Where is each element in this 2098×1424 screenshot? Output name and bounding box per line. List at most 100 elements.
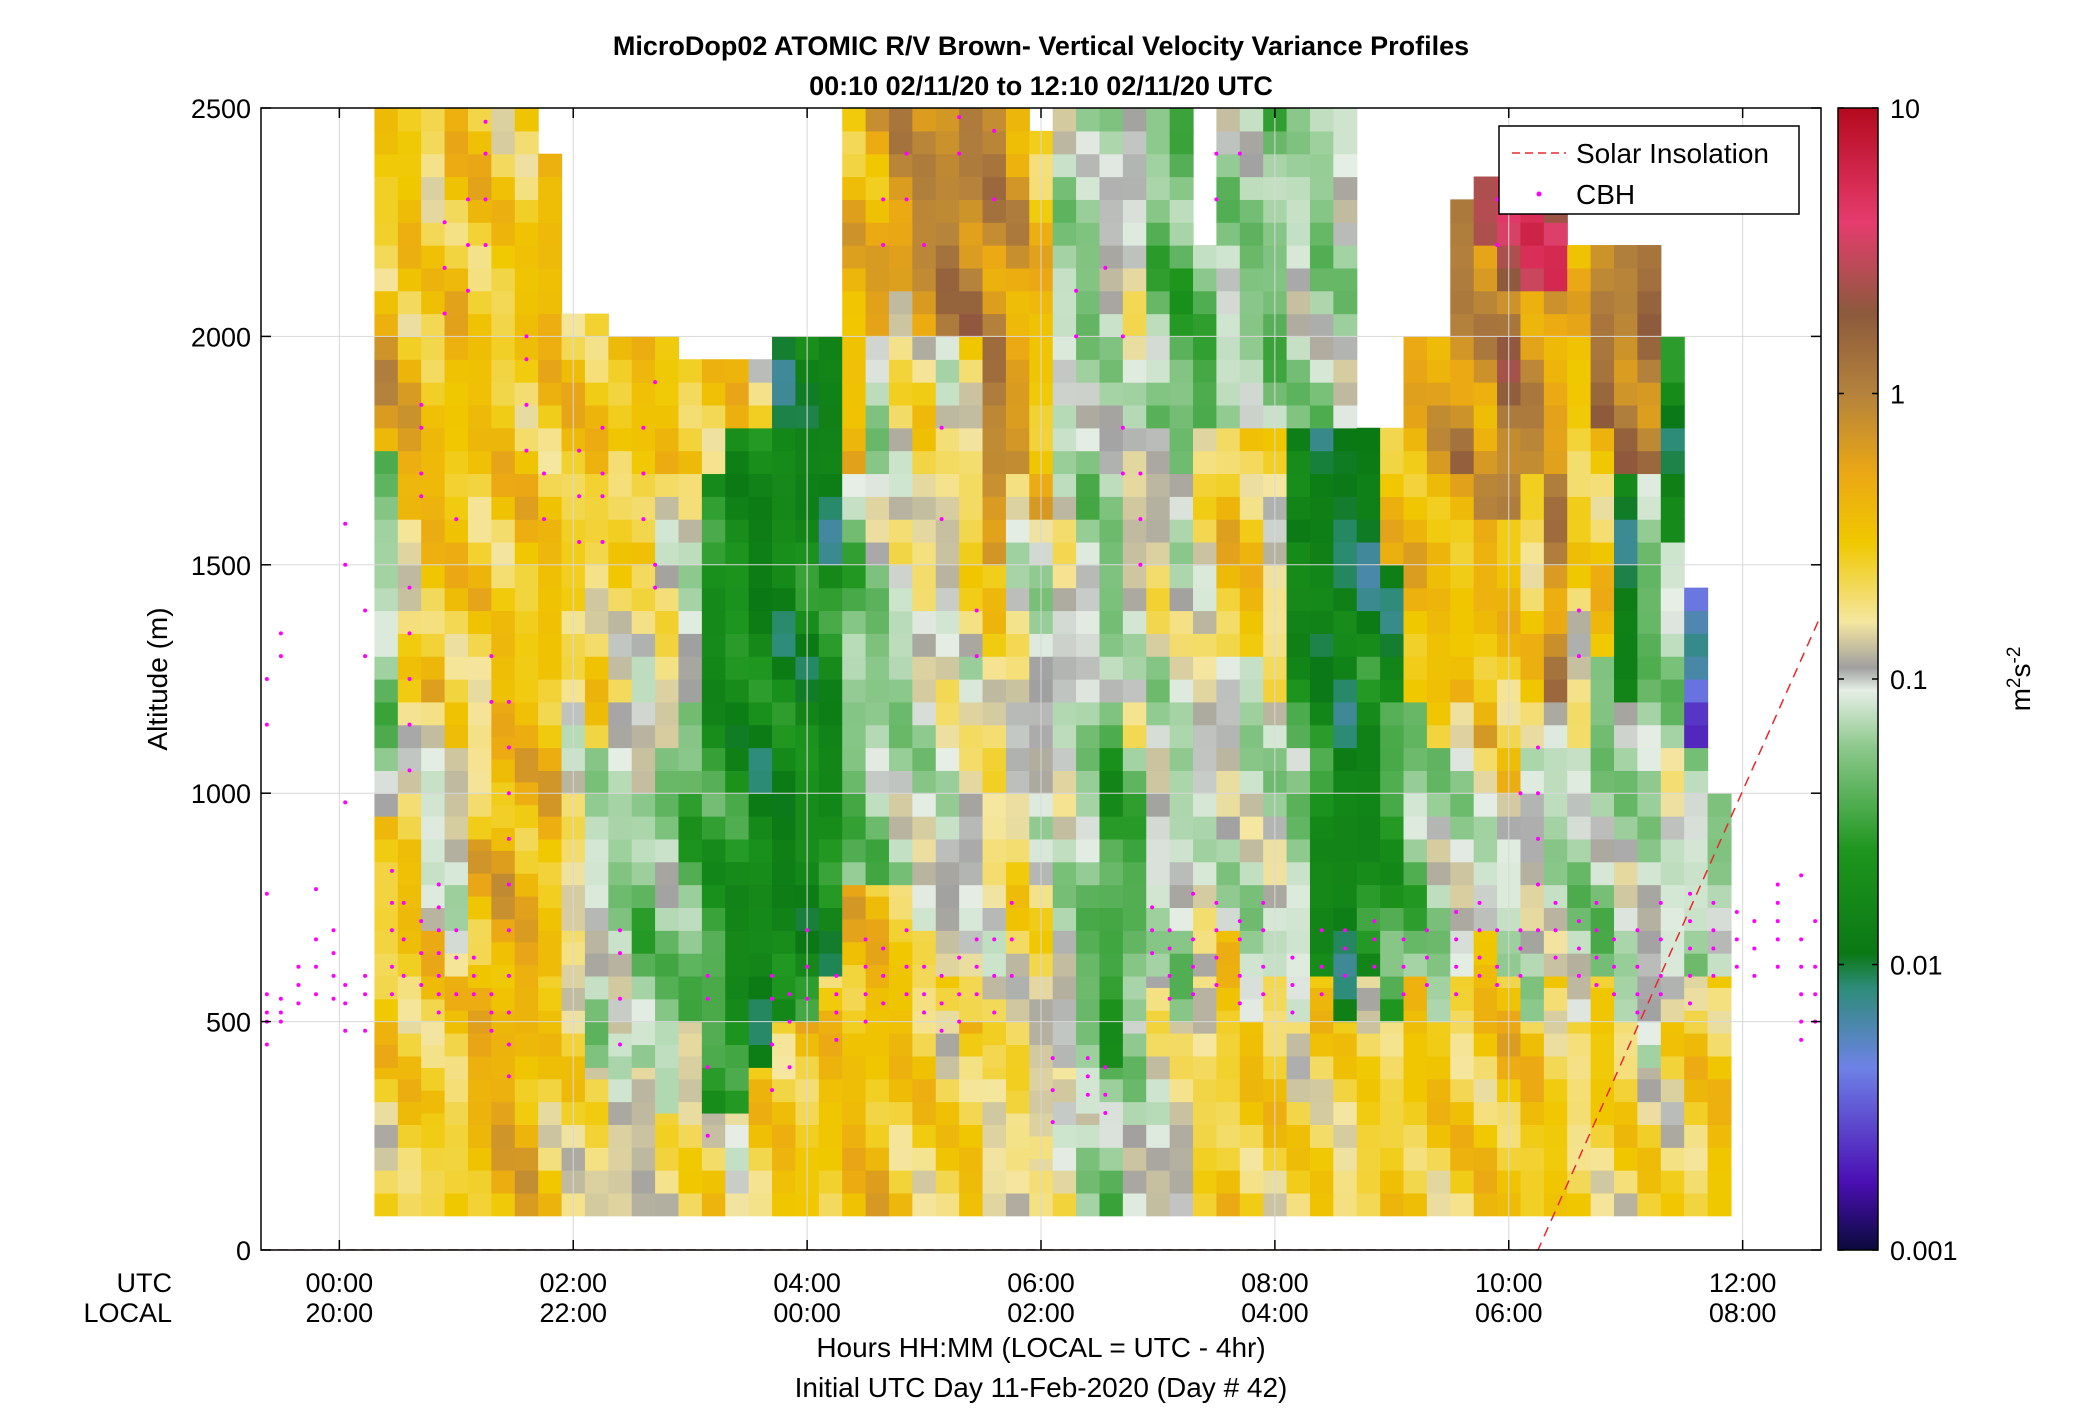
heatmap-cell bbox=[421, 427, 446, 452]
heatmap-cell bbox=[1450, 656, 1475, 680]
heatmap-cell bbox=[584, 953, 609, 977]
heatmap-cell bbox=[818, 679, 843, 703]
heatmap-cell bbox=[1309, 861, 1334, 886]
heatmap-cell bbox=[444, 496, 469, 520]
heatmap-cell bbox=[1660, 1101, 1685, 1125]
heatmap-cell bbox=[982, 1067, 1007, 1080]
heatmap-cell bbox=[1099, 404, 1124, 429]
cbh-point bbox=[1237, 151, 1242, 156]
heatmap-cell bbox=[1052, 1044, 1077, 1068]
heatmap-cell bbox=[421, 724, 446, 749]
heatmap-cell bbox=[1052, 679, 1077, 703]
heatmap-cell bbox=[1614, 1021, 1639, 1034]
heatmap-cell bbox=[1567, 793, 1592, 817]
heatmap-cell bbox=[1005, 838, 1030, 863]
heatmap-cell bbox=[912, 941, 937, 966]
heatmap-cell bbox=[701, 359, 726, 383]
heatmap-cell bbox=[1450, 1124, 1475, 1148]
cbh-point bbox=[1495, 964, 1500, 969]
heatmap-cell bbox=[1309, 701, 1334, 726]
heatmap-cell bbox=[1333, 359, 1358, 383]
heatmap-cell bbox=[888, 267, 913, 292]
heatmap-cell bbox=[491, 827, 516, 851]
heatmap-cell bbox=[982, 633, 1007, 657]
heatmap-cell bbox=[1543, 1170, 1568, 1194]
heatmap-cell bbox=[514, 758, 539, 783]
heatmap-cell bbox=[818, 541, 843, 566]
heatmap-cell bbox=[1473, 199, 1498, 223]
heatmap-cell bbox=[959, 1078, 984, 1103]
heatmap-cell bbox=[631, 473, 656, 497]
heatmap-cell bbox=[1543, 679, 1568, 703]
heatmap-cell bbox=[912, 633, 937, 657]
heatmap-cell bbox=[818, 953, 843, 977]
heatmap-cell bbox=[1309, 1192, 1334, 1217]
cbh-point bbox=[1635, 928, 1640, 933]
heatmap-cell bbox=[842, 1170, 867, 1194]
heatmap-cell bbox=[1614, 724, 1639, 749]
heatmap-cell bbox=[491, 267, 516, 292]
heatmap-cell bbox=[701, 930, 726, 954]
heatmap-cell bbox=[538, 1192, 563, 1217]
heatmap-cell bbox=[1122, 656, 1147, 680]
cbh-point bbox=[331, 951, 336, 956]
heatmap-cell bbox=[1146, 747, 1171, 771]
cbh-point bbox=[407, 631, 412, 636]
heatmap-cell bbox=[397, 473, 422, 497]
heatmap-cell bbox=[912, 1055, 937, 1080]
heatmap-cell bbox=[1590, 884, 1615, 908]
heatmap-cell bbox=[772, 724, 797, 749]
heatmap-cell bbox=[842, 473, 867, 497]
heatmap-cell bbox=[818, 907, 843, 931]
heatmap-cell bbox=[1169, 1170, 1194, 1194]
heatmap-cell bbox=[959, 1055, 984, 1080]
heatmap-cell bbox=[1309, 564, 1334, 589]
heatmap-cell bbox=[1169, 450, 1194, 475]
heatmap-cell bbox=[444, 907, 469, 931]
heatmap-cell bbox=[631, 1078, 656, 1103]
heatmap-cell bbox=[1309, 1033, 1334, 1057]
heatmap-cell bbox=[1660, 953, 1685, 977]
heatmap-cell bbox=[701, 1021, 726, 1046]
cbh-point bbox=[389, 868, 394, 873]
heatmap-cell bbox=[701, 816, 726, 840]
heatmap-cell bbox=[1309, 359, 1334, 383]
heatmap-cell bbox=[959, 473, 984, 497]
heatmap-cell bbox=[1333, 222, 1358, 246]
heatmap-cell bbox=[1660, 656, 1685, 680]
heatmap-cell bbox=[1543, 1101, 1568, 1125]
cbh-point bbox=[1401, 992, 1406, 997]
heatmap-cell bbox=[1169, 953, 1194, 977]
heatmap-cell bbox=[655, 587, 680, 612]
heatmap-cell bbox=[865, 964, 890, 988]
heatmap-cell bbox=[1403, 519, 1428, 543]
heatmap-cell bbox=[888, 793, 913, 817]
cbh-point bbox=[278, 1019, 283, 1024]
heatmap-cell bbox=[701, 998, 726, 1023]
heatmap-cell bbox=[1543, 1033, 1568, 1057]
heatmap-cell bbox=[1426, 496, 1451, 520]
heatmap-cell bbox=[1333, 1021, 1358, 1034]
heatmap-cell bbox=[1684, 1033, 1709, 1057]
cbh-point bbox=[1214, 955, 1219, 960]
heatmap-cell bbox=[1099, 998, 1124, 1023]
heatmap-cell bbox=[982, 930, 1007, 954]
heatmap-cell bbox=[1146, 975, 1171, 988]
heatmap-cell bbox=[655, 473, 680, 497]
heatmap-cell bbox=[1076, 1067, 1101, 1091]
heatmap-cell bbox=[1216, 907, 1241, 931]
cbh-point bbox=[363, 608, 368, 613]
heatmap-cell bbox=[1005, 930, 1030, 954]
heatmap-cell bbox=[1637, 1021, 1662, 1046]
heatmap-cell bbox=[491, 1147, 516, 1171]
heatmap-cell bbox=[865, 336, 890, 360]
heatmap-cell bbox=[631, 1124, 656, 1148]
heatmap-cell bbox=[888, 404, 913, 429]
heatmap-cell bbox=[1122, 701, 1147, 726]
heatmap-cell bbox=[1193, 587, 1218, 612]
heatmap-cell bbox=[1239, 1101, 1264, 1125]
cbh-point bbox=[600, 494, 605, 499]
heatmap-cell bbox=[1403, 1078, 1428, 1103]
heatmap-cell bbox=[467, 404, 492, 429]
heatmap-cell bbox=[421, 245, 446, 269]
